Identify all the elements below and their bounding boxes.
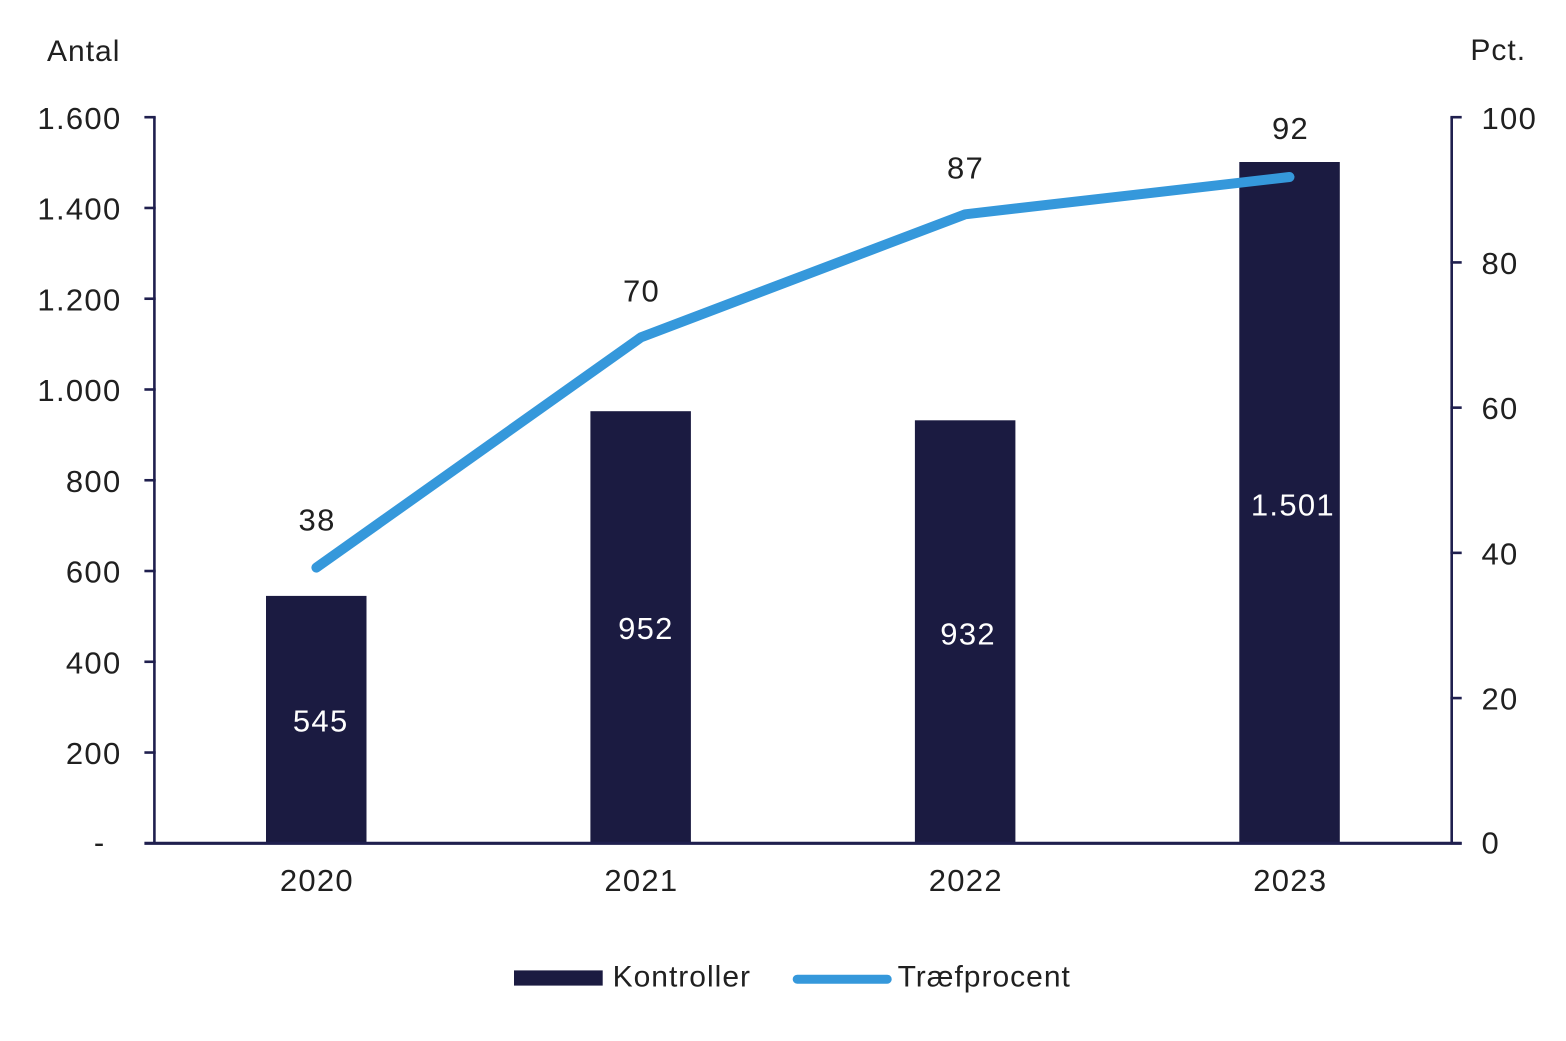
svg-text:2021: 2021 <box>604 863 678 898</box>
svg-text:2022: 2022 <box>929 863 1003 898</box>
svg-text:932: 932 <box>940 616 996 651</box>
svg-text:0: 0 <box>1482 826 1501 861</box>
svg-text:1.400: 1.400 <box>37 192 121 227</box>
svg-text:60: 60 <box>1482 391 1519 426</box>
svg-text:200: 200 <box>66 736 122 771</box>
svg-text:40: 40 <box>1482 537 1519 572</box>
svg-text:2023: 2023 <box>1253 863 1327 898</box>
svg-text:100: 100 <box>1482 101 1538 136</box>
svg-text:70: 70 <box>623 273 660 308</box>
svg-text:1.000: 1.000 <box>37 373 121 408</box>
svg-text:800: 800 <box>66 464 122 499</box>
svg-text:1.501: 1.501 <box>1251 488 1335 523</box>
svg-text:1.200: 1.200 <box>37 282 121 317</box>
svg-text:80: 80 <box>1482 246 1519 281</box>
svg-text:2020: 2020 <box>280 863 354 898</box>
svg-text:1.600: 1.600 <box>37 101 121 136</box>
svg-text:952: 952 <box>618 611 674 646</box>
svg-text:20: 20 <box>1482 682 1519 717</box>
svg-text:Træfprocent: Træfprocent <box>898 960 1071 993</box>
svg-text:92: 92 <box>1272 111 1309 146</box>
svg-text:Antal: Antal <box>47 35 120 68</box>
svg-text:Pct.: Pct. <box>1470 34 1526 67</box>
svg-text:87: 87 <box>947 150 984 185</box>
svg-text:600: 600 <box>66 555 122 590</box>
svg-text:38: 38 <box>299 502 336 537</box>
svg-text:545: 545 <box>293 703 349 738</box>
svg-text:400: 400 <box>66 645 122 680</box>
svg-text:-: - <box>94 825 106 860</box>
svg-text:Kontroller: Kontroller <box>613 960 751 993</box>
